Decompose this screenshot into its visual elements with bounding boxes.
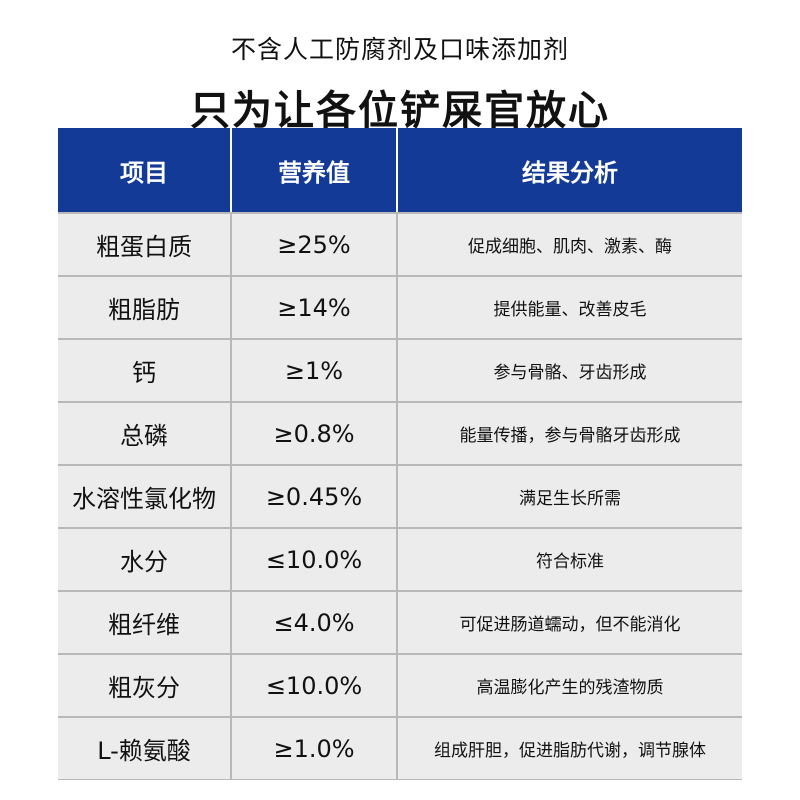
- analysis-cell: 提供能量、改善皮毛: [493, 300, 647, 320]
- item-cell: 总磷: [58, 403, 232, 464]
- nutrition-table: 项目 营养值 结果分析 粗蛋白质 ≥25% 促成细胞、肌肉、激素、酶 粗脂肪 ≥…: [58, 128, 742, 780]
- item-cell: 粗脂肪: [58, 277, 232, 338]
- table-row: L-赖氨酸 ≥1.0% 组成肝胆，促进脂肪代谢，调节腺体: [58, 718, 742, 779]
- analysis-cell: 促成细胞、肌肉、激素、酶: [468, 237, 672, 257]
- table-row: 粗纤维 ≤4.0% 可促进肠道蠕动，但不能消化: [58, 592, 742, 653]
- analysis-cell: 能量传播，参与骨骼牙齿形成: [459, 426, 681, 446]
- value-cell: ≥0.45%: [232, 466, 398, 527]
- analysis-cell: 高温膨化产生的残渣物质: [476, 678, 664, 698]
- value-cell: ≥0.8%: [232, 403, 398, 464]
- header-analysis: 结果分析: [522, 158, 618, 187]
- item-cell: 钙: [58, 340, 232, 401]
- header-value: 营养值: [232, 128, 398, 212]
- table-row: 水分 ≤10.0% 符合标准: [58, 529, 742, 590]
- analysis-cell: 可促进肠道蠕动，但不能消化: [459, 615, 681, 635]
- analysis-cell: 满足生长所需: [519, 489, 621, 509]
- table-row: 粗灰分 ≤10.0% 高温膨化产生的残渣物质: [58, 655, 742, 716]
- value-cell: ≥25%: [232, 214, 398, 275]
- table-row: 水溶性氯化物 ≥0.45% 满足生长所需: [58, 466, 742, 527]
- analysis-cell: 参与骨骼、牙齿形成: [493, 363, 647, 383]
- item-cell: 水分: [58, 529, 232, 590]
- item-cell: 粗纤维: [58, 592, 232, 653]
- table-row: 总磷 ≥0.8% 能量传播，参与骨骼牙齿形成: [58, 403, 742, 464]
- value-cell: ≤4.0%: [232, 592, 398, 653]
- table-row: 粗蛋白质 ≥25% 促成细胞、肌肉、激素、酶: [58, 214, 742, 275]
- subtitle-headline: 不含人工防腐剂及口味添加剂: [230, 35, 569, 64]
- value-cell: ≥1%: [232, 340, 398, 401]
- table-header-row: 项目 营养值 结果分析: [58, 128, 742, 212]
- analysis-cell: 符合标准: [536, 552, 604, 572]
- item-cell: 粗灰分: [58, 655, 232, 716]
- value-cell: ≤10.0%: [232, 529, 398, 590]
- header-item: 项目: [58, 128, 232, 212]
- table-row: 钙 ≥1% 参与骨骼、牙齿形成: [58, 340, 742, 401]
- value-cell: ≥1.0%: [232, 718, 398, 779]
- value-cell: ≤10.0%: [232, 655, 398, 716]
- value-cell: ≥14%: [232, 277, 398, 338]
- item-cell: L-赖氨酸: [58, 718, 232, 779]
- table-row: 粗脂肪 ≥14% 提供能量、改善皮毛: [58, 277, 742, 338]
- main-headline: 只为让各位铲屎官放心: [190, 88, 610, 134]
- item-cell: 水溶性氯化物: [58, 466, 232, 527]
- item-cell: 粗蛋白质: [58, 214, 232, 275]
- analysis-cell: 组成肝胆，促进脂肪代谢，调节腺体: [434, 741, 706, 761]
